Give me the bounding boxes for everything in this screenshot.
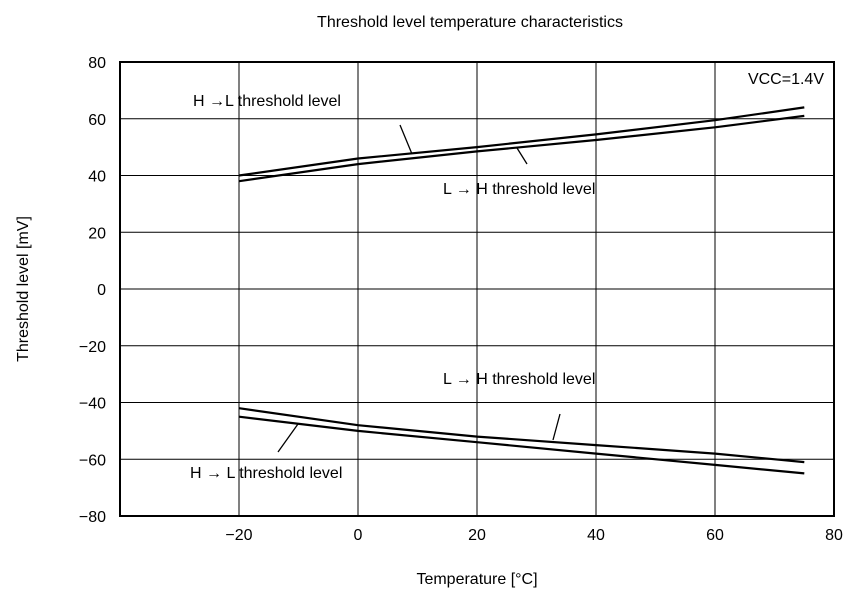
y-axis-label: Threshold level [mV]: [15, 216, 32, 362]
y-tick-label: −80: [79, 509, 106, 526]
series-line-1: [238, 106, 805, 177]
x-tick-label: 80: [825, 527, 843, 544]
y-tick-label: −20: [79, 339, 106, 356]
grid-lines: [120, 62, 834, 516]
leader-line-lh-upper: [516, 147, 528, 165]
x-tick-label: 0: [354, 527, 363, 544]
chart-title: Threshold level temperature characterist…: [317, 14, 623, 31]
series-label-hl-upper: H →L threshold level: [193, 93, 341, 110]
label-leader-lines: [277, 124, 561, 453]
y-tick-labels: 80 60 40 20 0 −20 −40 −60 −80: [79, 55, 106, 526]
series-label-lh-upper: L → H threshold level: [443, 181, 595, 198]
series-line-4: [238, 415, 805, 475]
leader-line-lh-lower: [552, 413, 561, 441]
series-line-3: [238, 407, 805, 464]
plot-area-frame: [119, 61, 835, 517]
x-tick-label: 60: [706, 527, 724, 544]
series-layer: [238, 106, 805, 475]
leader-line-hl-lower: [277, 423, 299, 453]
series-label-hl-lower: H → L threshold level: [190, 465, 342, 482]
x-tick-label: 40: [587, 527, 605, 544]
x-axis-label: Temperature [°C]: [416, 571, 537, 588]
x-tick-label: −20: [225, 527, 252, 544]
y-tick-label: 80: [88, 55, 106, 72]
y-tick-label: 20: [88, 225, 106, 242]
y-tick-label: 60: [88, 112, 106, 129]
series-label-lh-lower: L → H threshold level: [443, 371, 595, 388]
condition-label: VCC=1.4V: [748, 71, 824, 88]
y-tick-label: 40: [88, 169, 106, 186]
x-tick-label: 20: [468, 527, 486, 544]
x-tick-labels: −20 0 20 40 60 80: [225, 527, 843, 544]
y-tick-label: 0: [97, 282, 106, 299]
leader-line-hl-upper: [399, 124, 413, 155]
y-tick-label: −40: [79, 396, 106, 413]
series-line-2: [238, 114, 805, 183]
y-tick-label: −60: [79, 452, 106, 469]
